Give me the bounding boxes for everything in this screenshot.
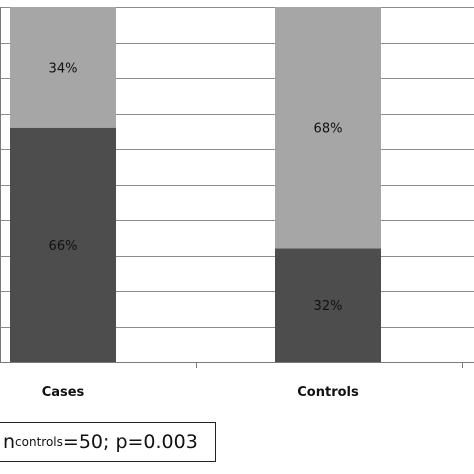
note-prefix: n [3,431,16,453]
data-label: 32% [314,299,343,314]
category-label: Controls [297,385,359,400]
labels: 66% 34% Cases 32% 68% Controls [42,61,359,400]
note-text: =50; p=0.003 [62,431,198,453]
bars [10,7,381,362]
data-label: 34% [49,61,78,76]
data-label: 68% [314,122,343,137]
note-subscript: controls [15,435,63,449]
data-label: 66% [49,239,78,254]
bar-segment-cases-2 [10,7,116,128]
bar-segment-cases-1 [10,127,116,362]
x-axis [0,7,474,368]
bar-segment-controls-2 [275,7,381,249]
bar-segment-controls-1 [275,248,381,362]
category-label: Cases [42,385,85,400]
sample-size-note: n controls =50; p=0.003 [0,422,216,462]
